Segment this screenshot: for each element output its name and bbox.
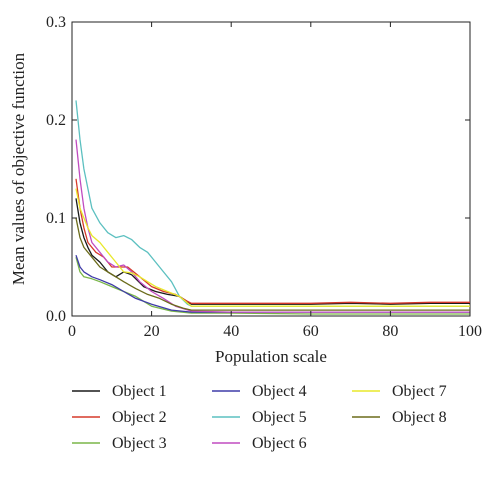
- x-tick-label: 0: [68, 323, 76, 340]
- plot-area: 0 20 40 60 80 100 0.0 0.1 0.2 0.3: [46, 14, 482, 340]
- x-tick-label: 80: [382, 323, 398, 340]
- legend-label: Object 6: [252, 435, 307, 452]
- ticks-layer: 0 20 40 60 80 100 0.0 0.1 0.2 0.3: [46, 14, 482, 340]
- legend-item: Object 4: [212, 383, 307, 400]
- series-line-7: [75, 188, 470, 307]
- legend-label: Object 4: [252, 383, 307, 400]
- legend-item: Object 6: [212, 435, 307, 452]
- legend-label: Object 3: [112, 435, 167, 452]
- legend-item: Object 2: [72, 409, 167, 426]
- legend: Object 1 Object 2 Object 3 Object 4 Object 5…: [72, 383, 447, 452]
- y-tick-label: 0.3: [46, 14, 66, 31]
- y-tick-label: 0.1: [46, 210, 66, 227]
- y-tick-label: 0.0: [46, 308, 66, 325]
- x-tick-label: 60: [303, 323, 319, 340]
- series-line-2: [75, 178, 470, 304]
- legend-label: Object 5: [252, 409, 307, 426]
- y-tick-label: 0.2: [46, 112, 66, 129]
- series-line-3: [75, 257, 470, 315]
- legend-item: Object 8: [352, 409, 447, 426]
- legend-label: Object 2: [112, 409, 167, 426]
- legend-label: Object 7: [392, 383, 447, 400]
- x-axis-label: Population scale: [215, 347, 327, 366]
- series-layer: [75, 100, 470, 315]
- legend-item: Object 1: [72, 383, 167, 400]
- x-tick-label: 40: [223, 323, 239, 340]
- legend-item: Object 3: [72, 435, 167, 452]
- legend-label: Object 1: [112, 383, 167, 400]
- series-line-8: [75, 217, 470, 311]
- legend-item: Object 5: [212, 409, 307, 426]
- plot-frame: [71, 21, 471, 317]
- series-line-6: [75, 139, 470, 313]
- legend-label: Object 8: [392, 409, 447, 426]
- x-tick-label: 100: [458, 323, 482, 340]
- y-axis-label: Mean values of objective function: [9, 52, 28, 285]
- x-tick-label: 20: [144, 323, 160, 340]
- legend-item: Object 7: [352, 383, 447, 400]
